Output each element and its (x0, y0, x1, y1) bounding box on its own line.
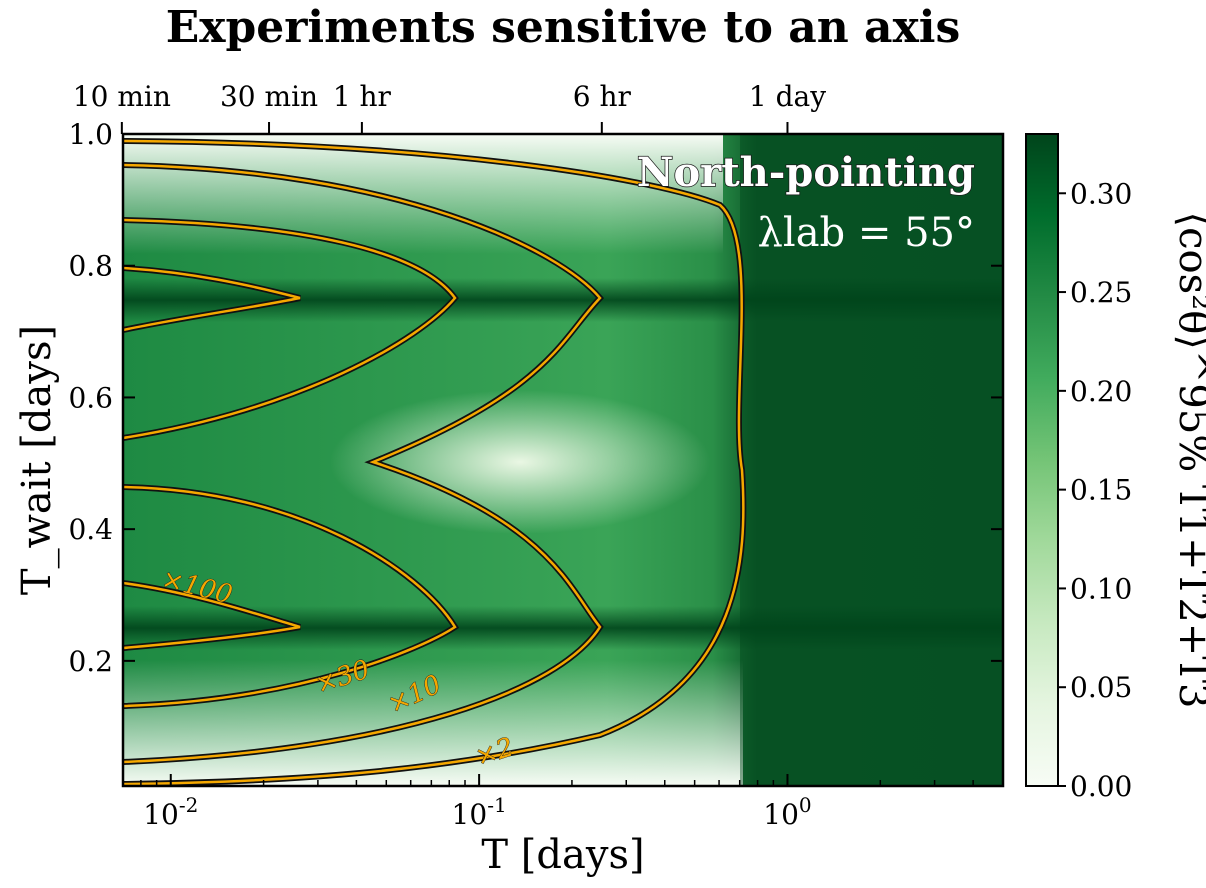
x-axis-label: T [days] (481, 832, 644, 878)
y-tick-label: 0.8 (68, 250, 113, 283)
contours (123, 138, 747, 786)
heatmap (123, 134, 1003, 786)
y-tick-label: 0.2 (68, 645, 113, 678)
colorbar (1025, 133, 1059, 787)
chart-title: Experiments sensitive to an axis (166, 2, 961, 53)
colorbar-tick-label: 0.20 (1070, 375, 1132, 408)
colorbar-tick-label: 0.25 (1070, 276, 1132, 309)
x-tick-label: 10-1 (452, 793, 507, 831)
x-tick-label: 100 (763, 793, 811, 831)
x-tick-label: 10-2 (143, 793, 198, 831)
top-axis: 10 min 30 min 1 hr 6 hr 1 day (73, 80, 826, 134)
annotation-line1: North-pointing (637, 149, 975, 196)
y-tick-label: 1.0 (68, 118, 113, 151)
colorbar-tick-label: 0.05 (1070, 671, 1132, 704)
colorbar-tick-label: 0.15 (1070, 474, 1132, 507)
y-axis: 0.2 0.4 0.6 0.8 1.0 (68, 118, 1003, 678)
top-tick-label: 1 day (749, 80, 826, 113)
contour-x100 (123, 265, 301, 651)
colorbar-tick-label: 0.30 (1070, 177, 1132, 210)
y-axis-label: T_wait [days] (14, 325, 60, 595)
annotation-line2: λlab = 55° (758, 210, 975, 256)
y-tick-label: 0.4 (68, 513, 113, 546)
x-axis: 10-2 10-1 100 (140, 774, 974, 831)
colorbar-ticks: 0.00 0.05 0.10 0.15 0.20 0.25 0.30 (1058, 177, 1132, 803)
colorbar-tick-label: 0.10 (1070, 572, 1132, 605)
y-tick-label: 0.6 (68, 381, 113, 414)
top-tick-label: 30 min (220, 80, 318, 113)
top-tick-label: 10 min (73, 80, 171, 113)
plot-frame (121, 132, 1005, 788)
colorbar-label: ⟨cos²θ⟩^95% T1+T2+T3 (1170, 212, 1206, 709)
top-tick-label: 6 hr (573, 80, 632, 113)
contour-x30 (123, 217, 460, 709)
contour-x10 (123, 162, 605, 765)
contour-x2 (123, 138, 747, 786)
colorbar-tick-label: 0.00 (1070, 770, 1132, 803)
top-tick-label: 1 hr (333, 80, 392, 113)
